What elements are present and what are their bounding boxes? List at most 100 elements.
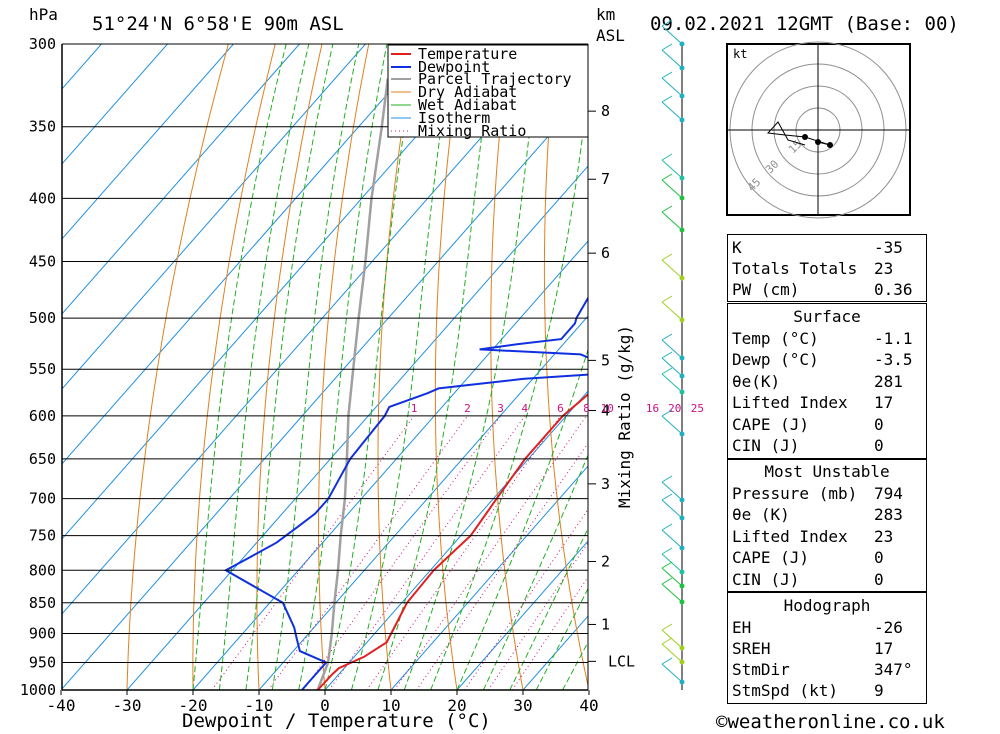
pressure-tick-label: 750: [29, 527, 56, 545]
pressure-tick-label: 300: [29, 35, 56, 53]
wind-barb-shaft: [662, 102, 682, 120]
wind-barb-shaft: [662, 180, 682, 198]
pressure-tick-label: 550: [29, 360, 56, 378]
isotherm-line: [61, 44, 629, 690]
wind-barb-flag: [662, 624, 672, 630]
surface-value: -1.1: [874, 328, 913, 349]
wind-barb-shaft: [662, 554, 682, 572]
wind-barb-shaft: [662, 50, 682, 68]
pressure-tick-label: 600: [29, 407, 56, 425]
mixing-ratio-label: 8: [583, 402, 590, 415]
index-label: Totals Totals: [732, 258, 857, 279]
wind-barb-flag: [662, 638, 672, 644]
wind-barb-flag: [662, 254, 672, 260]
dry-adiabat-line: [977, 44, 1000, 690]
hodograph-point: [815, 139, 821, 145]
wind-barb-flag: [662, 476, 672, 482]
isotherm-line: [193, 44, 761, 690]
wind-barb-flag: [662, 658, 672, 664]
wind-barb-flag: [662, 174, 672, 180]
wind-barb-shaft: [662, 584, 682, 602]
hodo-label: EH: [732, 617, 751, 638]
index-label: K: [732, 237, 742, 258]
dry-adiabat-line: [647, 44, 721, 690]
wind-barb-shaft: [662, 212, 682, 230]
wind-barb-flag: [662, 578, 672, 584]
mu-label: Pressure (mb): [732, 483, 857, 504]
pressure-tick-label: 650: [29, 450, 56, 468]
index-value: 0.36: [874, 279, 913, 300]
index-value: -35: [874, 237, 903, 258]
surface-title: Surface: [728, 306, 926, 327]
wind-barb-shaft: [662, 630, 682, 648]
surface-value: 0: [874, 414, 884, 435]
surface-label: CIN (J): [732, 435, 799, 456]
wind-barb-flag: [662, 44, 672, 50]
surface-panel: Surface Temp (°C)-1.1 Dewp (°C)-3.5 θe(K…: [727, 303, 927, 459]
hpa-label: hPa: [29, 5, 58, 24]
height-tick-label: 5: [601, 351, 610, 369]
wet-adiabat-line: [431, 44, 594, 690]
wind-barb-flag: [662, 334, 672, 340]
mu-value: 0: [874, 547, 884, 568]
mixing-ratio-label: 16: [646, 402, 659, 415]
temperature-tick-label: 40: [579, 696, 598, 715]
dry-adiabat-line: [491, 44, 523, 690]
legend-mixing-ratio: Mixing Ratio: [418, 122, 526, 140]
temperature-tick-label: -40: [47, 696, 76, 715]
wind-barb-flag: [662, 206, 672, 212]
hodo-value: 9: [874, 680, 884, 701]
height-tick-label: 3: [601, 475, 610, 493]
isotherm-line: [0, 44, 497, 690]
wind-barb-shaft: [662, 78, 682, 96]
wind-barb-flag: [662, 352, 672, 358]
pressure-tick-label: 350: [29, 118, 56, 136]
wind-barb-shaft: [662, 416, 682, 434]
hodograph-point: [827, 142, 833, 148]
pressure-tick-label: 450: [29, 253, 56, 271]
hodo-value: 347°: [874, 659, 913, 680]
mu-value: 0: [874, 569, 884, 590]
mixing-ratio-label: 4: [522, 402, 529, 415]
parcel-trajectory-line: [318, 79, 388, 690]
hodo-label: SREH: [732, 638, 771, 659]
wind-barb-shaft: [662, 302, 682, 320]
surface-label: Lifted Index: [732, 392, 848, 413]
surface-label: Dewp (°C): [732, 349, 819, 370]
pressure-tick-label: 700: [29, 490, 56, 508]
height-tick-label: 1: [601, 615, 610, 633]
wind-barb-shaft: [662, 500, 682, 518]
location-title: 51°24'N 6°58'E 90m ASL: [92, 13, 344, 35]
hodo-label: StmDir: [732, 659, 790, 680]
isotherm-line: [0, 44, 167, 690]
height-tick-label: 8: [601, 102, 610, 120]
wind-barb-flag: [662, 154, 672, 160]
datetime-title: 09.02.2021 12GMT (Base: 00): [650, 13, 959, 35]
surface-label: Temp (°C): [732, 328, 819, 349]
wind-barb-flag: [662, 494, 672, 500]
mu-value: 794: [874, 483, 903, 504]
wet-adiabat-line: [404, 44, 540, 690]
wind-barb-shaft: [662, 340, 682, 358]
wind-barb-shaft: [662, 374, 682, 392]
wind-barb-shaft: [662, 160, 682, 178]
mu-label: CIN (J): [732, 569, 799, 590]
wind-barb-shaft: [662, 358, 682, 376]
index-value: 23: [874, 258, 893, 279]
wind-barb-shaft: [662, 530, 682, 548]
height-tick-label: 6: [601, 244, 610, 262]
dry-adiabat-line: [930, 44, 1000, 690]
pressure-tick-label: 950: [29, 653, 56, 671]
hodo-label: StmSpd (kt): [732, 680, 838, 701]
mu-label: CAPE (J): [732, 547, 809, 568]
x-axis-label: Dewpoint / Temperature (°C): [182, 710, 491, 732]
wet-adiabat-line: [325, 44, 418, 690]
asl-label: ASL: [596, 26, 625, 45]
hodograph-point: [802, 134, 808, 140]
wind-barb-shaft: [662, 568, 682, 586]
hodo-value: -26: [874, 617, 903, 638]
wind-barb-flag: [662, 72, 672, 78]
wet-adiabat-line: [299, 44, 387, 690]
wind-barb-flag: [662, 296, 672, 302]
